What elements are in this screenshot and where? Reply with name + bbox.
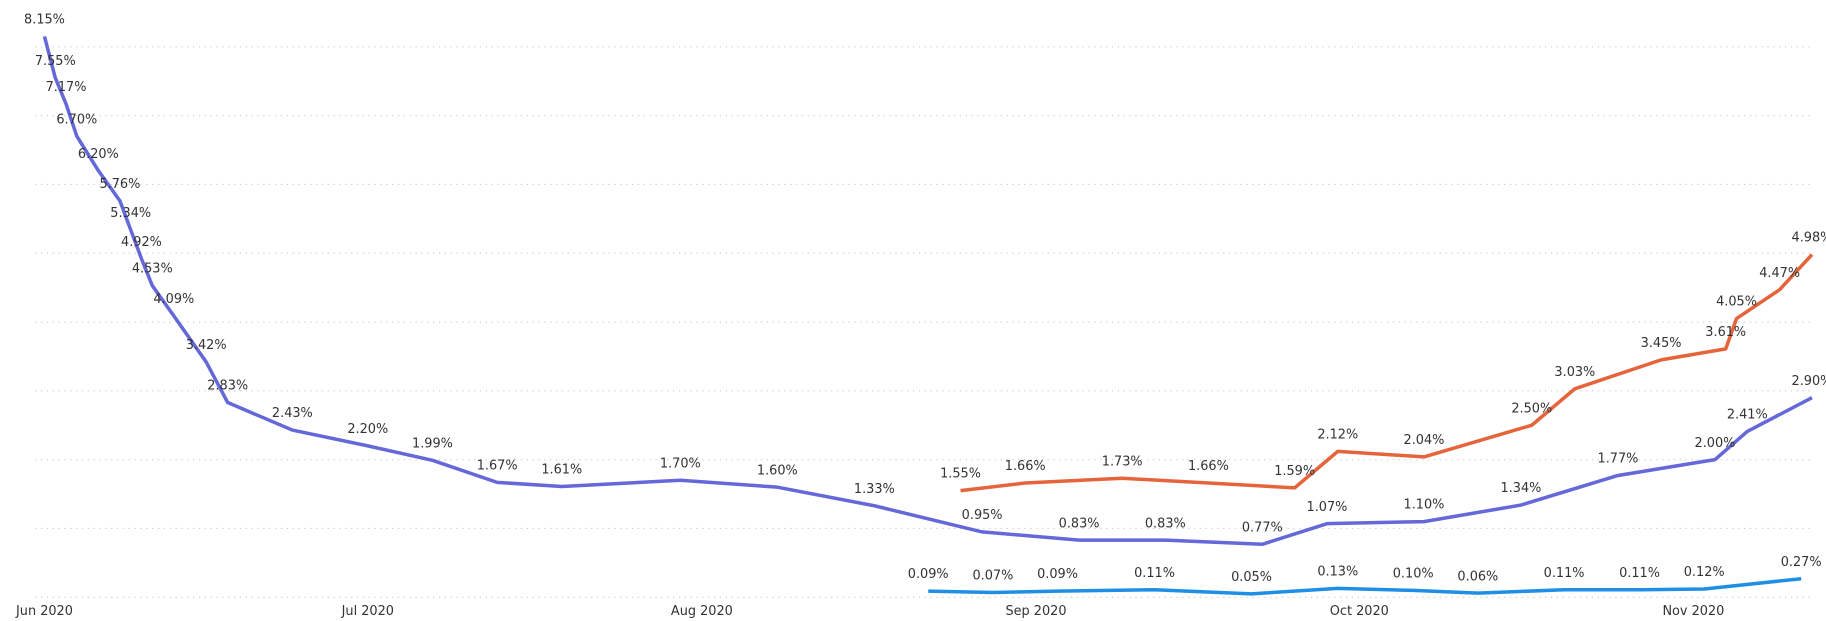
data-label: 6.70% (56, 112, 97, 127)
data-label: 0.11% (1619, 566, 1660, 581)
data-label: 4.47% (1759, 266, 1800, 281)
data-label: 4.53% (132, 262, 173, 277)
x-tick-label: Oct 2020 (1330, 604, 1389, 619)
data-label: 3.42% (186, 338, 227, 353)
data-label: 1.67% (477, 458, 518, 473)
series-line (928, 576, 1802, 596)
data-label: 1.59% (1274, 464, 1315, 479)
data-label: 4.92% (121, 235, 162, 250)
data-label: 0.27% (1781, 555, 1822, 570)
data-label: 0.11% (1134, 566, 1175, 581)
data-label: 0.07% (972, 569, 1013, 584)
data-label: 0.11% (1544, 566, 1585, 581)
x-tick-label: Jun 2020 (15, 604, 73, 619)
data-label: 6.20% (78, 147, 119, 162)
x-tick-label: Nov 2020 (1662, 604, 1724, 619)
data-label: 2.90% (1792, 374, 1826, 389)
data-label: 1.07% (1307, 500, 1348, 515)
data-label: 2.83% (207, 379, 248, 394)
data-label: 2.04% (1404, 433, 1445, 448)
data-label: 0.83% (1059, 516, 1100, 531)
data-label: 0.09% (908, 567, 949, 582)
data-label: 4.09% (153, 292, 194, 307)
series-line (42, 36, 1813, 547)
data-label: 1.34% (1501, 481, 1542, 496)
x-tick-label: Aug 2020 (671, 604, 733, 619)
data-label: 0.09% (1037, 567, 1078, 582)
data-label: 0.05% (1231, 570, 1272, 585)
data-label: 1.55% (940, 467, 981, 482)
x-tick-label: Jul 2020 (341, 604, 394, 619)
data-label: 1.66% (1188, 459, 1229, 474)
data-label: 3.61% (1705, 325, 1746, 340)
series-line (960, 253, 1814, 493)
data-label: 2.12% (1317, 428, 1358, 443)
data-label: 3.45% (1641, 336, 1682, 351)
data-label: 0.83% (1145, 516, 1186, 531)
data-label: 2.41% (1727, 408, 1768, 423)
data-label: 0.13% (1317, 564, 1358, 579)
data-label: 2.50% (1511, 401, 1552, 416)
data-label: 4.98% (1792, 231, 1826, 246)
data-label: 1.33% (854, 482, 895, 497)
data-label: 1.70% (660, 456, 701, 471)
data-label: 0.95% (962, 508, 1003, 523)
data-label: 1.73% (1102, 454, 1143, 469)
data-label: 8.15% (24, 13, 65, 28)
data-label: 1.60% (757, 463, 798, 478)
data-label: 1.66% (1005, 459, 1046, 474)
data-label: 1.77% (1598, 452, 1639, 467)
x-tick-label: Sep 2020 (1005, 604, 1066, 619)
data-label: 2.20% (347, 422, 388, 437)
data-label: 1.10% (1404, 498, 1445, 513)
data-label: 2.00% (1695, 436, 1736, 451)
data-label: 0.10% (1393, 567, 1434, 582)
data-label: 5.76% (99, 177, 140, 192)
data-label: 2.43% (272, 406, 313, 421)
data-label: 1.99% (412, 436, 453, 451)
data-label: 5.34% (110, 206, 151, 221)
data-label: 0.77% (1242, 520, 1283, 535)
data-label: 0.06% (1457, 569, 1498, 584)
data-label: 3.03% (1554, 365, 1595, 380)
data-label: 0.12% (1684, 565, 1725, 580)
data-label: 7.55% (35, 54, 76, 69)
data-label: 1.61% (541, 463, 582, 478)
data-label: 7.17% (46, 80, 87, 95)
data-label: 4.05% (1716, 295, 1757, 310)
